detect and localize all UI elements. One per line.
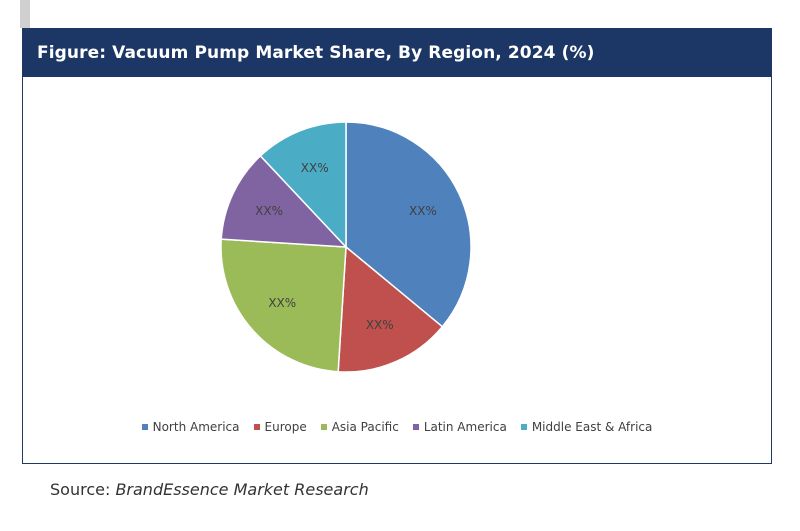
- legend-label: North America: [152, 420, 240, 434]
- legend-swatch: [253, 424, 260, 430]
- pie-label-europe: XX%: [366, 318, 394, 332]
- legend-item: North America: [141, 420, 240, 434]
- source-line: Source: BrandEssence Market Research: [50, 480, 369, 499]
- pie-slice-asia-pacific: [220, 238, 347, 373]
- source-label: Source:: [50, 480, 111, 499]
- pie-slice-middle-east-africa: [259, 121, 347, 249]
- legend-label: Asia Pacific: [331, 420, 399, 434]
- legend-item: Latin America: [412, 420, 507, 434]
- legend-label: Middle East & Africa: [531, 420, 653, 434]
- pie-label-latin-america: XX%: [255, 204, 283, 218]
- pie-label-asia-pacific: XX%: [268, 296, 296, 310]
- legend-item: Asia Pacific: [320, 420, 399, 434]
- legend-item: Europe: [253, 420, 307, 434]
- pie-label-north-america: XX%: [409, 204, 437, 218]
- source-name: BrandEssence Market Research: [115, 480, 369, 499]
- chart-legend: North America Europe Asia Pacific Latin Ame…: [23, 417, 771, 437]
- figure-title: Figure: Vacuum Pump Market Share, By Reg…: [23, 29, 771, 77]
- legend-swatch: [520, 424, 527, 430]
- legend-label: Europe: [264, 420, 307, 434]
- legend-swatch: [141, 424, 148, 430]
- pie-slice-europe: [337, 245, 444, 373]
- pie-slice-north-america: [345, 121, 472, 328]
- pie-chart: XX% XX% XX% XX% XX%: [220, 121, 472, 373]
- legend-swatch: [412, 424, 419, 430]
- figure-box: Figure: Vacuum Pump Market Share, By Reg…: [22, 28, 772, 464]
- left-accent-bar: [20, 0, 30, 28]
- legend-swatch: [320, 424, 327, 430]
- pie-slice-latin-america: [220, 154, 348, 248]
- pie-label-middle-east-africa: XX%: [301, 161, 329, 175]
- legend-item: Middle East & Africa: [520, 420, 653, 434]
- legend-label: Latin America: [423, 420, 507, 434]
